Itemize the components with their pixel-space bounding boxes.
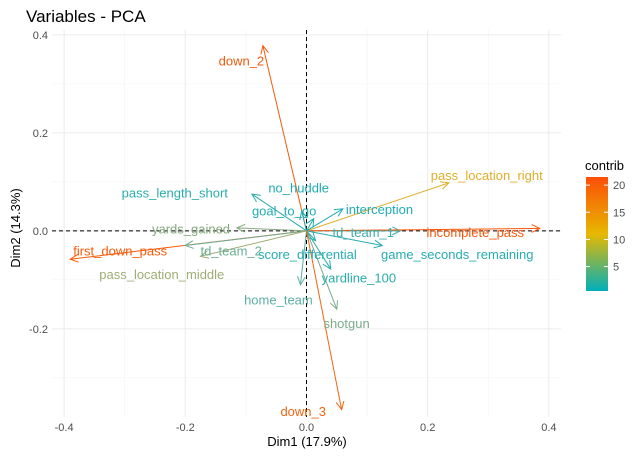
legend-tick-label: 20: [613, 180, 625, 192]
arrow-pass_location_middle: [200, 230, 307, 257]
arrowhead-interception: [333, 208, 344, 217]
arrow-down_3: [306, 230, 343, 410]
arrow-pass_length_short: [251, 193, 307, 232]
arrowhead-pass_location_middle: [199, 250, 210, 259]
x-axis-title: Dim1 (17.9%): [267, 434, 346, 449]
arrowhead-pass_location_right: [439, 181, 450, 190]
label-first_down_pass: first_down_pass: [73, 243, 167, 258]
y-axis-ticks: -0.2 0.0 0.2 0.4: [29, 30, 48, 336]
arrowhead-down_3: [335, 400, 345, 411]
x-tick-label: 0.2: [420, 422, 435, 434]
arrow-interception: [306, 208, 344, 232]
y-tick-label: 0.0: [33, 226, 48, 238]
arrowhead-yardline_100: [322, 260, 332, 271]
label-yardline_100: yardline_100: [322, 270, 396, 285]
arrow-home_team: [299, 230, 307, 285]
legend-tick-label: 15: [613, 207, 625, 219]
label-pass_location_right: pass_location_right: [431, 168, 543, 183]
arrowhead-pass_length_short: [251, 193, 261, 203]
label-down_2: down_2: [219, 53, 265, 68]
label-pass_length_short: pass_length_short: [122, 186, 229, 201]
arrow-yardline_100: [306, 230, 332, 270]
label-goal_to_go: goal_to_go: [252, 203, 316, 218]
label-yards_gained: yards_gained: [152, 221, 230, 236]
label-shotgun: shotgun: [323, 316, 369, 331]
arrowhead-goal_to_go: [305, 217, 315, 228]
label-home_team: home_team: [244, 292, 313, 307]
y-tick-label: 0.4: [33, 30, 48, 42]
chart-title: Variables - PCA: [26, 7, 146, 26]
arrowhead-incomplete_pass: [531, 224, 541, 233]
arrowhead-td_team_2: [184, 240, 194, 249]
arrowhead-down_2: [260, 44, 269, 55]
arrowhead-shotgun: [329, 300, 339, 311]
legend-tick-label: 10: [613, 234, 625, 246]
plot-panel: down_2 pass_location_right pass_length_sho…: [52, 30, 561, 419]
arrow-pass_location_right: [306, 182, 450, 232]
arrowhead-td_team_1: [392, 226, 402, 236]
contrib-legend: contrib 5 10 15 20: [585, 158, 625, 291]
arrow-no_huddle: [301, 211, 307, 231]
arrowhead-score_differential: [307, 231, 317, 242]
label-game_seconds_remaining: game_seconds_remaining: [381, 247, 533, 262]
arrowhead-home_team: [296, 276, 306, 286]
arrowhead-game_seconds_remaining: [373, 239, 384, 249]
x-axis-ticks: -0.4 -0.2 0.0 0.2 0.4: [55, 422, 557, 434]
label-no_huddle: no_huddle: [268, 181, 329, 196]
label-interception: interception: [346, 202, 413, 217]
label-incomplete_pass: incomplete_pass: [426, 225, 524, 240]
label-td_team_2: td_team_2: [200, 243, 261, 258]
label-pass_location_middle: pass_location_middle: [99, 267, 224, 282]
variable-arrows: [69, 44, 541, 411]
arrowhead-no_huddle: [299, 210, 308, 221]
variable-labels: down_2 pass_location_right pass_length_sho…: [73, 53, 543, 419]
y-tick-label: 0.2: [33, 128, 48, 140]
x-tick-label: 0.0: [299, 422, 314, 434]
label-down_3: down_3: [280, 404, 326, 419]
arrowhead-first_down_pass: [69, 253, 79, 263]
legend-ticks: 5 10 15 20: [586, 180, 625, 274]
x-tick-label: 0.4: [541, 422, 556, 434]
x-tick-label: -0.2: [176, 422, 195, 434]
arrow-goal_to_go: [306, 218, 315, 232]
arrow-td_team_2: [185, 230, 307, 247]
legend-tick-label: 5: [613, 262, 619, 274]
arrow-game_seconds_remaining: [306, 230, 383, 247]
arrow-incomplete_pass: [306, 227, 540, 232]
arrow-shotgun: [306, 230, 338, 310]
y-tick-label: -0.2: [29, 324, 48, 336]
label-td_team_1: td_team_1: [333, 225, 394, 240]
arrow-yards_gained: [236, 227, 307, 232]
legend-colorbar: [586, 177, 608, 291]
legend-title: contrib: [585, 158, 624, 173]
y-axis-title: Dim2 (14.3%): [8, 188, 23, 267]
arrow-down_2: [262, 45, 307, 231]
x-tick-label: -0.4: [55, 422, 74, 434]
arrowhead-yards_gained: [235, 223, 246, 233]
label-score_differential: score_differential: [258, 247, 357, 262]
